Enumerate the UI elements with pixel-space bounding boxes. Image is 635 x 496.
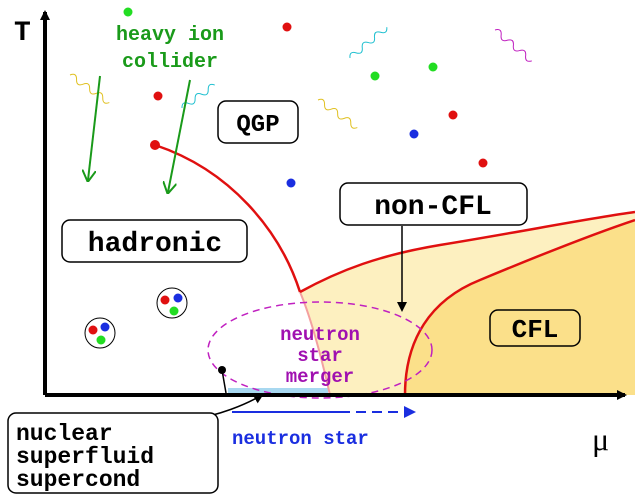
shape bbox=[448, 110, 458, 120]
non-cfl-box bbox=[339, 182, 528, 226]
x-axis-label: μ bbox=[592, 421, 609, 457]
nuclear-box bbox=[7, 412, 219, 494]
y-axis-label: T bbox=[14, 18, 31, 49]
shape bbox=[181, 83, 215, 109]
hadron-boundary bbox=[154, 143, 302, 293]
shape bbox=[317, 98, 358, 129]
text-line: supercond bbox=[16, 467, 140, 493]
gluons bbox=[69, 27, 532, 129]
merger-label: neutron star merger bbox=[280, 324, 360, 388]
shape bbox=[428, 62, 438, 72]
shape bbox=[169, 306, 179, 316]
text-line: collider bbox=[122, 51, 218, 74]
qgp-label: QGP bbox=[236, 112, 279, 139]
text-line: superfluid bbox=[16, 444, 154, 470]
shape bbox=[88, 325, 98, 335]
shape bbox=[370, 71, 380, 81]
qgp-box bbox=[217, 100, 299, 144]
shape bbox=[409, 129, 419, 139]
shape bbox=[123, 7, 133, 17]
merger-region bbox=[207, 301, 433, 399]
text-line: nuclear bbox=[16, 421, 113, 447]
quarks bbox=[123, 7, 488, 188]
shape bbox=[494, 29, 532, 62]
shape bbox=[286, 178, 296, 188]
cfl-boundary bbox=[403, 218, 635, 396]
nuclear-pointer bbox=[221, 369, 227, 394]
shape bbox=[153, 91, 163, 101]
shape bbox=[96, 335, 106, 345]
cfl-box bbox=[489, 309, 581, 347]
text-line: merger bbox=[286, 366, 354, 388]
shape bbox=[282, 22, 292, 32]
text-line: star bbox=[297, 345, 343, 367]
collider-label: heavy ion collider bbox=[116, 24, 224, 74]
hadronic-label: hadronic bbox=[88, 229, 222, 260]
shape bbox=[100, 322, 110, 332]
shape bbox=[478, 158, 488, 168]
shape bbox=[349, 27, 388, 59]
non-cfl-label: non-CFL bbox=[374, 192, 492, 223]
collider-arrow bbox=[168, 79, 191, 192]
shape bbox=[160, 295, 170, 305]
text-line: neutron bbox=[280, 324, 360, 346]
superfluid-strip bbox=[228, 388, 328, 395]
hadron-boundary-low bbox=[299, 291, 331, 396]
shape bbox=[69, 73, 110, 104]
shape bbox=[173, 293, 183, 303]
collider-arrow bbox=[88, 75, 101, 180]
hadron-icons bbox=[84, 287, 188, 349]
critical-point bbox=[150, 140, 160, 150]
cfl-label: CFL bbox=[512, 315, 559, 345]
cfl-region bbox=[405, 220, 635, 395]
text-line: heavy ion bbox=[116, 24, 224, 47]
neutron-star-label: neutron star bbox=[232, 428, 369, 450]
nuclear-label: nuclear superfluid supercond bbox=[16, 421, 154, 493]
non-cfl-boundary bbox=[299, 210, 635, 294]
hadronic-box bbox=[61, 219, 248, 263]
